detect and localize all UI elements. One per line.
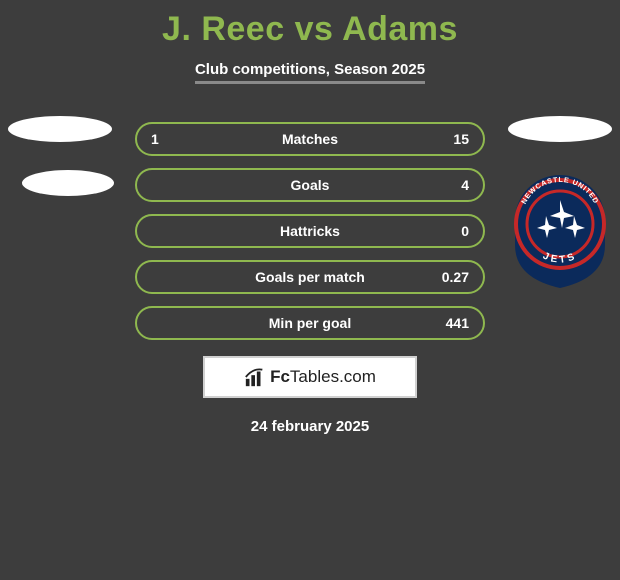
page-title: J. Reec vs Adams [0,0,620,49]
stat-right-value: 0.27 [429,269,469,285]
stat-label: Goals [191,177,429,193]
right-player-badges: NEWCASTLE UNITED JETS [508,116,612,290]
stat-label: Goals per match [191,269,429,285]
stat-left-value: 1 [151,131,191,147]
left-player-badges [8,116,114,224]
stat-right-value: 15 [429,131,469,147]
stat-row-goals: Goals 4 [135,168,485,202]
logo-suffix: Tables.com [290,367,376,386]
right-badge-1 [508,116,612,142]
left-badge-1 [8,116,112,142]
stat-row-min-per-goal: Min per goal 441 [135,306,485,340]
left-badge-2 [22,170,114,196]
stat-label: Matches [191,131,429,147]
stat-bars: 1 Matches 15 Goals 4 Hattricks 0 Goals p… [135,122,485,340]
stat-right-value: 4 [429,177,469,193]
stat-label: Min per goal [191,315,429,331]
subtitle: Club competitions, Season 2025 [195,61,425,84]
stat-row-goals-per-match: Goals per match 0.27 [135,260,485,294]
stat-right-value: 0 [429,223,469,239]
stat-row-hattricks: Hattricks 0 [135,214,485,248]
stat-label: Hattricks [191,223,429,239]
stat-right-value: 441 [429,315,469,331]
bar-chart-icon [244,366,266,388]
logo-prefix: Fc [270,367,290,386]
logo-text: FcTables.com [270,367,376,387]
fctables-logo: FcTables.com [203,356,417,398]
date-label: 24 february 2025 [0,418,620,435]
club-badge-newcastle-jets: NEWCASTLE UNITED JETS [510,170,610,290]
comparison-content: NEWCASTLE UNITED JETS 1 Matches 15 Goa [0,122,620,435]
stat-row-matches: 1 Matches 15 [135,122,485,156]
